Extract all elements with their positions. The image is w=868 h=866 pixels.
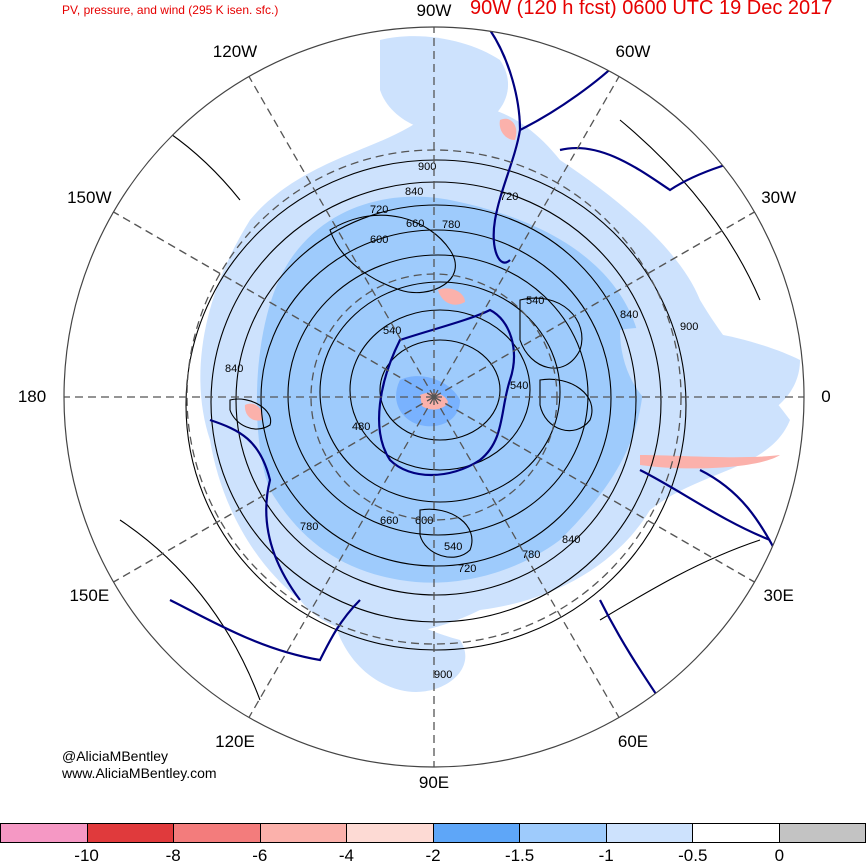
contour-label: 480	[352, 421, 370, 433]
colorbar-swatch	[520, 824, 607, 842]
contour-label: 720	[370, 204, 388, 216]
lon-label: 60W	[615, 42, 651, 62]
contour-label: 840	[562, 534, 580, 546]
lon-label: 60E	[617, 731, 649, 751]
contour-label: 600	[415, 515, 433, 527]
colorbar-swatch	[779, 824, 865, 842]
lon-label: 90E	[418, 773, 450, 792]
contour-label: 540	[444, 541, 462, 553]
contour-label: 780	[442, 219, 460, 231]
meridian-line	[433, 396, 620, 718]
colorbar-tick-label: -6	[252, 846, 268, 865]
meridian-line	[433, 396, 755, 583]
colorbar-tick-label: -4	[338, 846, 354, 865]
colorbar-swatch	[347, 824, 434, 842]
meridian-line	[433, 211, 755, 398]
colorbar-swatch	[87, 824, 174, 842]
meridian-line	[113, 396, 435, 583]
pv-shading	[200, 36, 800, 692]
lon-label: 90W	[416, 1, 452, 20]
lon-label: 150W	[67, 188, 112, 207]
lon-label: 30W	[761, 188, 797, 207]
graticule	[64, 27, 804, 767]
contour-label: 660	[406, 218, 424, 230]
colorbar-tick-label: 0	[774, 846, 785, 865]
coastlines	[169, 29, 781, 701]
lon-label: 30E	[763, 586, 794, 605]
contour-label: 720	[500, 191, 518, 203]
credit-handle: @AliciaMBentley	[62, 748, 169, 764]
contour-labels: 900 840 720 660 780 600 540 840 900 540 …	[225, 161, 698, 681]
lon-label: 0	[821, 387, 831, 406]
colorbar-tick-label: -8	[165, 846, 181, 865]
contour-label: 600	[370, 234, 388, 246]
contour-label: 540	[383, 325, 401, 337]
contour-label: 540	[510, 380, 528, 392]
contour-label: 720	[458, 563, 476, 575]
colorbar-swatch	[174, 824, 261, 842]
meridian-line	[113, 211, 435, 398]
colorbar-swatch	[693, 824, 780, 842]
meridian-line	[248, 396, 435, 718]
colorbar-tick-label: -10	[74, 846, 99, 865]
meridian-line	[433, 76, 620, 398]
lon-label: 120E	[215, 731, 255, 751]
pressure-contours	[64, 79, 761, 701]
colorbar-tick-label: -0.5	[678, 846, 708, 865]
lon-label: 150E	[69, 586, 110, 605]
colorbar-swatch	[606, 824, 693, 842]
contour-label: 780	[300, 521, 318, 533]
colorbar-tick-label: -1.5	[504, 846, 535, 865]
colorbar-swatch	[260, 824, 347, 842]
chart-subtitle: PV, pressure, and wind (295 K isen. sfc.…	[62, 3, 279, 17]
map-content: 900 840 720 660 780 600 540 840 900 540 …	[64, 29, 800, 701]
contour-label: 840	[405, 186, 423, 198]
colorbar-swatch	[433, 824, 520, 842]
contour-label: 540	[526, 295, 544, 307]
meridian-line	[248, 76, 435, 398]
contour-label: 840	[620, 309, 638, 321]
colorbar-tick-label: -1	[598, 846, 614, 865]
contour-label: 900	[434, 669, 452, 681]
contour-label: 660	[380, 515, 398, 527]
contour-label: 900	[680, 321, 698, 333]
contour-label: 840	[225, 363, 243, 375]
lon-label: 120W	[212, 42, 258, 62]
colorbar-swatch	[1, 824, 88, 842]
credit-website: www.AliciaMBentley.com	[62, 765, 217, 781]
map-boundary	[63, 26, 805, 768]
chart-title: 90W (120 h fcst) 0600 UTC 19 Dec 2017	[470, 0, 833, 19]
colorbar-tick-label: -2	[425, 846, 441, 865]
colorbar	[0, 823, 866, 843]
contour-label: 900	[418, 161, 436, 173]
lon-label: 180	[17, 387, 47, 406]
polar-map: 900 840 720 660 780 600 540 840 900 540 …	[63, 26, 805, 768]
